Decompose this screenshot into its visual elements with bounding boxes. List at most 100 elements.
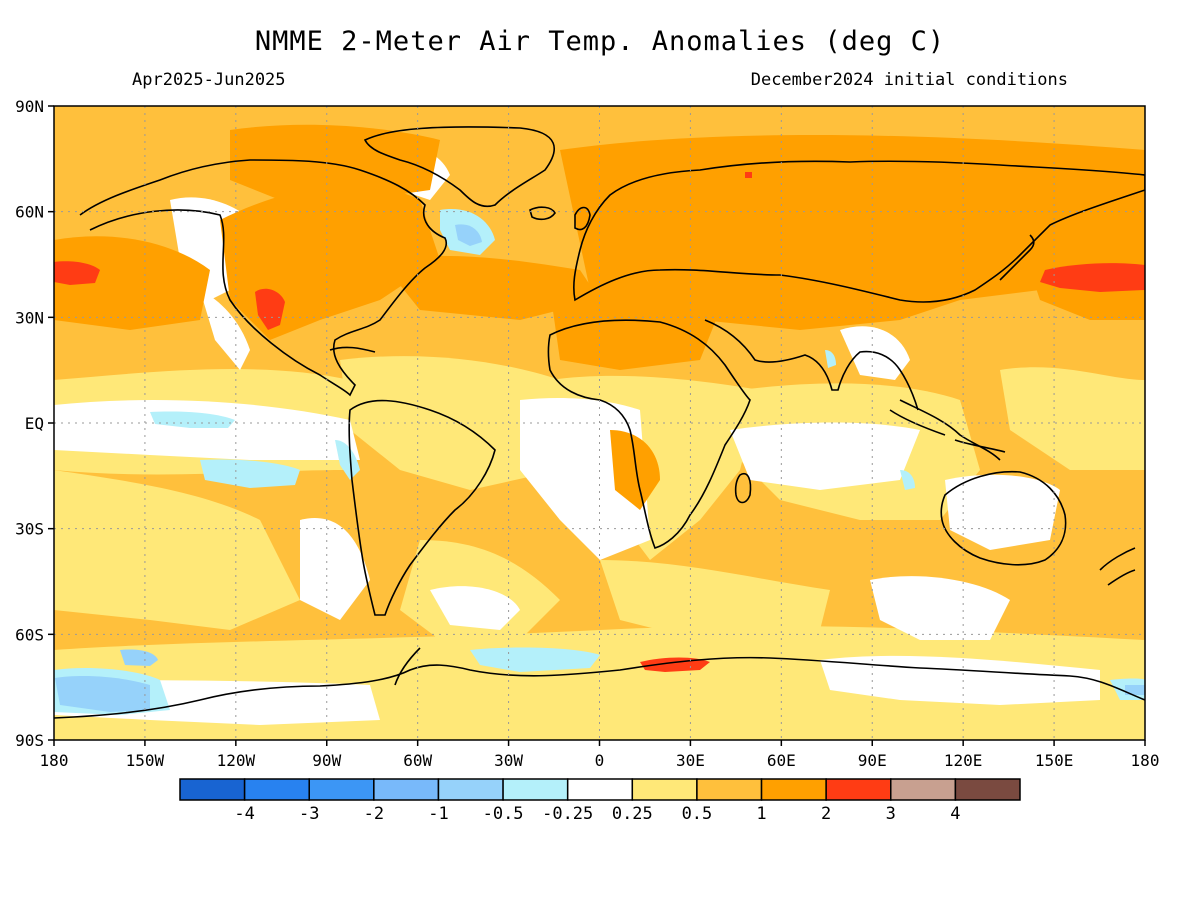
map-title: NMME 2-Meter Air Temp. Anomalies (deg C) [254, 26, 946, 57]
graticule [54, 106, 1145, 740]
indian-ocean-white [730, 422, 920, 490]
colorbar-swatch [502, 778, 569, 801]
lon-tick-label: 120E [944, 751, 983, 770]
africa-inner-orange [610, 430, 660, 510]
east-antarctic-white [820, 655, 1100, 705]
indonesia-coast [889, 409, 1006, 453]
colorbar: -4 -3 -2 -1 -0.5 -0.25 0.25 0.5 1 2 3 4 [179, 778, 1021, 824]
lon-tick-label: 180 [40, 751, 69, 770]
latitude-axis: 90N 60N 30N EQ 30S 60S 90S [15, 97, 54, 750]
colorbar-swatch [437, 778, 504, 801]
lon-tick-label: 90W [312, 751, 341, 770]
ne-pacific-red [54, 261, 100, 285]
south-pacific-blue [120, 649, 158, 666]
colorbar-swatch [373, 778, 440, 801]
south-pacific-white [300, 518, 370, 620]
colorbar-swatch [825, 778, 892, 801]
colorbar-label: 3 [886, 804, 896, 824]
africa-coast [547, 319, 751, 549]
new-zealand-coast [1099, 547, 1136, 586]
caribbean-coast [329, 346, 376, 353]
lat-tick-label: 90N [15, 97, 44, 116]
colorbar-label: 0.5 [682, 804, 713, 824]
colorbar-swatch [890, 778, 957, 801]
lat-tick-label: 30N [15, 308, 44, 327]
lat-tick-label: EQ [25, 414, 44, 433]
greenland-coast [363, 126, 555, 208]
bay-bengal-cyan [825, 350, 836, 368]
east-pacific-white [54, 400, 360, 460]
southern-indian-yellow [600, 560, 830, 640]
iceland-coast [529, 206, 556, 221]
sahara-orange [550, 286, 720, 370]
siberia-red [745, 172, 752, 178]
colorbar-swatch [243, 778, 310, 801]
south-atlantic-sub-white [430, 586, 520, 630]
lon-tick-label: 30E [676, 751, 705, 770]
colorbar-label: 2 [821, 804, 831, 824]
lon-tick-label: 60E [767, 751, 796, 770]
cold-anomaly-regions [55, 224, 1145, 712]
colorbar-swatch [631, 778, 698, 801]
lat-tick-label: 90S [15, 731, 44, 750]
colorbar-label: 0.25 [612, 804, 653, 824]
colorbar-label: -0.5 [483, 804, 524, 824]
lat-tick-label: 30S [15, 520, 44, 539]
lon-tick-label: 90E [858, 751, 887, 770]
nw-pacific-red [1040, 263, 1145, 292]
colorbar-swatch [179, 778, 246, 801]
southwest-us-red [255, 288, 285, 330]
coastlines [54, 126, 1145, 719]
initial-conditions: December2024 initial conditions [750, 70, 1068, 90]
japan-coast [999, 234, 1035, 281]
antarctic-peninsula-coast [394, 647, 421, 686]
forecast-period: Apr2025-Jun2025 [132, 70, 286, 90]
north-america-coast [79, 159, 447, 397]
lon-tick-label: 120W [217, 751, 256, 770]
se-australia-cyan [900, 470, 915, 490]
south-pacific-yellow [54, 470, 300, 630]
west-pacific-yellow [1000, 367, 1145, 470]
lat-tick-label: 60S [15, 625, 44, 644]
colorbar-label: -4 [234, 804, 254, 824]
lon-tick-label: 180 [1131, 751, 1160, 770]
uk-coast [574, 206, 591, 231]
lon-tick-label: 60W [403, 751, 432, 770]
east-pacific-cyan [150, 411, 235, 428]
north-atlantic-orange [380, 255, 600, 320]
australia-white [945, 474, 1060, 550]
north-pacific-coast-white [200, 290, 250, 370]
colorbar-label: -2 [364, 804, 384, 824]
antarctica-coast [54, 656, 1145, 719]
lon-tick-label: 150W [126, 751, 165, 770]
lon-tick-label: 0 [595, 751, 605, 770]
arabia-india-coast [704, 319, 919, 411]
madagascar-coast [734, 473, 752, 504]
se-asia-coast [899, 399, 1001, 461]
colorbar-swatch [696, 778, 763, 801]
ross-blue [1125, 685, 1145, 695]
lon-tick-label: 30W [494, 751, 523, 770]
south-america-coast [348, 399, 496, 616]
colorbar-swatch [760, 778, 827, 801]
colorbar-label: -3 [299, 804, 319, 824]
colorbar-swatch [566, 778, 634, 801]
colorbar-label: -1 [428, 804, 448, 824]
colorbar-swatch [308, 778, 375, 801]
weddell-cyan [470, 647, 600, 672]
colorbar-label: 4 [950, 804, 960, 824]
colorbar-label: 1 [756, 804, 766, 824]
atlantic-blue [455, 224, 482, 246]
west-antarctic-blue [55, 676, 150, 712]
eurasia-coast [573, 160, 1145, 303]
south-america-west-cyan [335, 440, 360, 480]
south-indian-white [870, 576, 1010, 640]
se-asia-white [840, 326, 910, 380]
lat-tick-label: 60N [15, 203, 44, 222]
australia-coast [940, 470, 1067, 566]
longitude-axis: 180 150W 120W 90W 60W 30W 0 30E 60E 90E 120E 150E 18… [40, 740, 1160, 770]
peru-coast-cyan [200, 459, 300, 488]
eurasia-orange [560, 135, 1145, 330]
colorbar-label: -0.25 [542, 804, 593, 824]
